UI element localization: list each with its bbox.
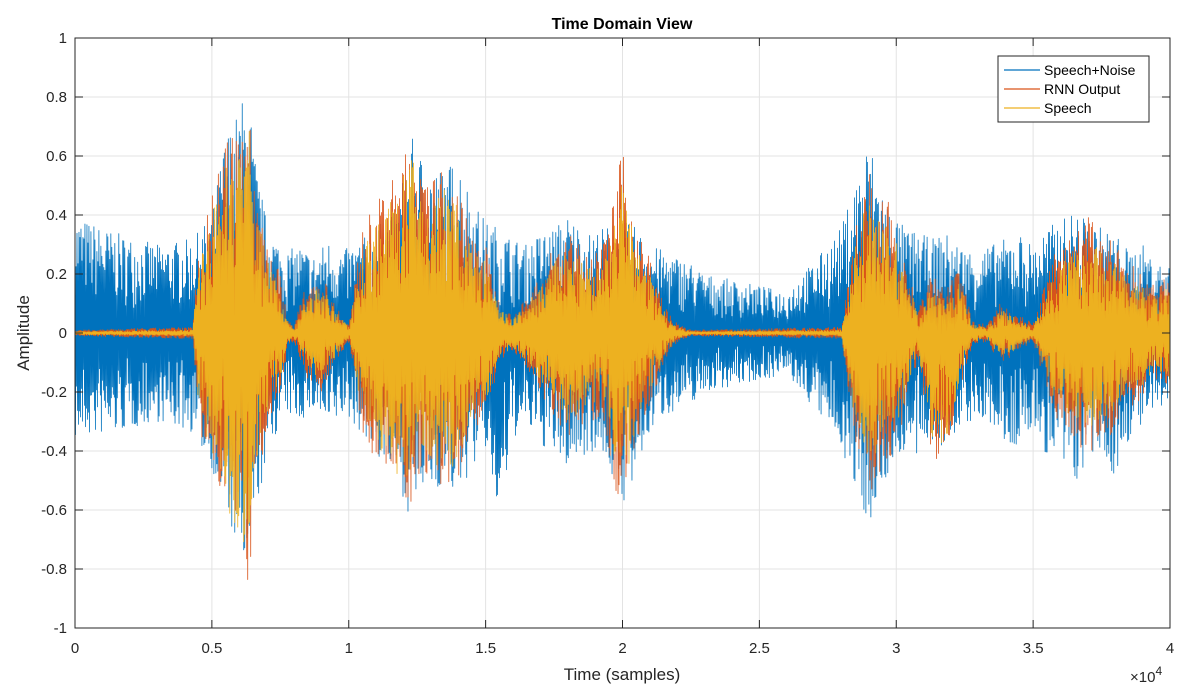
y-tick-label: 0.2 — [46, 266, 67, 283]
exponent-power: 4 — [1155, 664, 1162, 678]
legend-label: Speech — [1044, 100, 1091, 116]
x-tick-label: 0 — [71, 640, 79, 657]
x-axis-label: Time (samples) — [564, 665, 681, 684]
y-tick-label: -0.8 — [41, 561, 67, 578]
x-tick-label: 4 — [1166, 640, 1174, 657]
y-tick-label: -0.2 — [41, 384, 67, 401]
y-tick-label: 0.4 — [46, 207, 67, 224]
y-tick-label: -0.6 — [41, 502, 67, 519]
y-tick-label: 1 — [59, 30, 67, 47]
x-axis-exponent: ×104 — [1130, 664, 1162, 686]
series-line — [75, 131, 1170, 543]
svg-text:×104: ×104 — [1130, 664, 1162, 686]
y-tick-label: 0.6 — [46, 148, 67, 165]
exponent-base: ×10 — [1130, 669, 1155, 686]
x-tick-label: 3 — [892, 640, 900, 657]
x-tick-label: 3.5 — [1023, 640, 1044, 657]
x-tick-label: 0.5 — [201, 640, 222, 657]
x-axis-ticks: 0 0.5 1 1.5 2 2.5 3 3.5 4 — [71, 38, 1174, 657]
y-axis-ticks: -1 -0.8 -0.6 -0.4 -0.2 0 0.2 0.4 0.6 0.8 1 — [41, 30, 1170, 637]
legend: Speech+Noise RNN Output Speech — [997, 55, 1150, 123]
x-tick-label: 2 — [618, 640, 626, 657]
legend-label: Speech+Noise — [1044, 62, 1136, 78]
x-tick-label: 1 — [345, 640, 353, 657]
legend-label: RNN Output — [1044, 81, 1120, 97]
x-tick-label: 1.5 — [475, 640, 496, 657]
x-tick-label: 2.5 — [749, 640, 770, 657]
series-layer — [75, 103, 1170, 580]
y-tick-label: 0 — [59, 325, 67, 342]
y-tick-label: -1 — [54, 620, 67, 637]
y-tick-label: 0.8 — [46, 89, 67, 106]
y-tick-label: -0.4 — [41, 443, 67, 460]
y-axis-label: Amplitude — [14, 295, 33, 371]
chart-title: Time Domain View — [552, 16, 693, 33]
